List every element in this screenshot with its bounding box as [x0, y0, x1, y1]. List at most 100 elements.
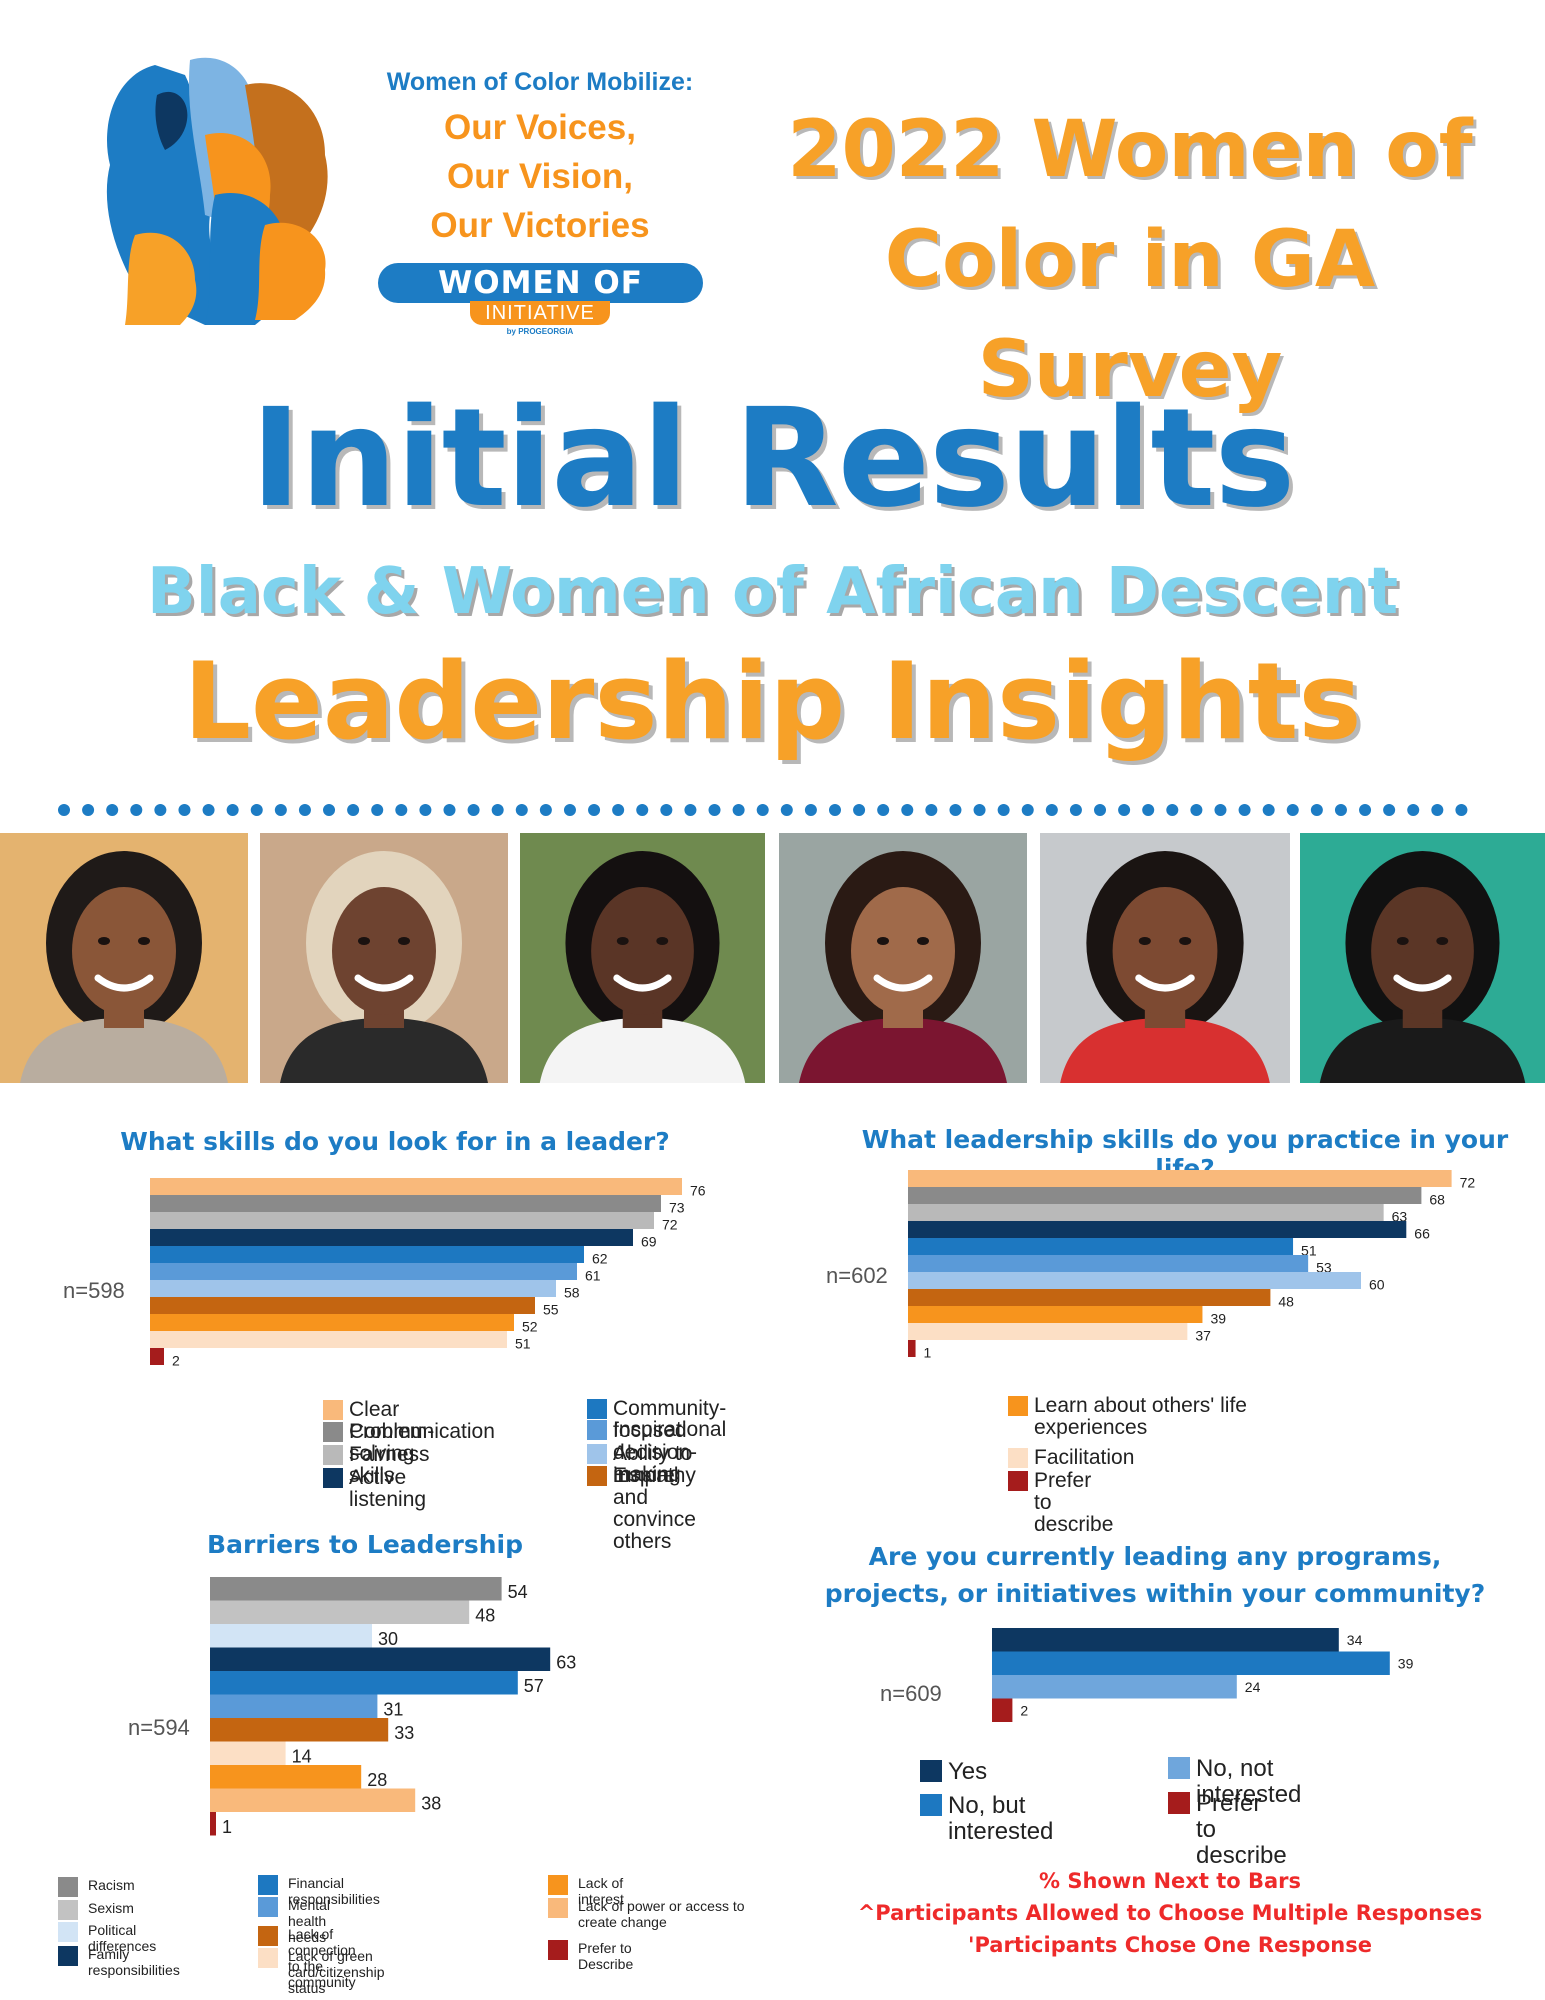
skills-legend-label: Fairness: [349, 1443, 430, 1466]
skills-legend-label: Ability to inspire and convince others: [613, 1442, 696, 1553]
chart2-value-label-10: 37: [1195, 1328, 1211, 1344]
skills-legend-swatch: [587, 1399, 607, 1419]
chart3-value-label-7: 33: [394, 1723, 414, 1743]
chart1-value-label-2: 73: [669, 1200, 685, 1216]
chart1-value-label-5: 62: [592, 1251, 608, 1267]
skills-legend-swatch: [587, 1420, 607, 1440]
dotted-divider: [58, 804, 1468, 816]
chart2-bar-8: [908, 1289, 1271, 1306]
chart2-bar-2: [908, 1187, 1422, 1204]
chart3-bar-8: [210, 1741, 286, 1765]
barriers-legend-item-10: Lack of power or access to create change: [548, 1898, 748, 1930]
tagline-line1: Women of Color Mobilize:: [386, 68, 694, 96]
skills-legend-label: Active listening: [349, 1466, 427, 1511]
chart3-value-label-5: 57: [524, 1676, 544, 1696]
barriers-legend-label: Lack of green card/citizenship status: [288, 1948, 385, 1996]
barriers-legend-swatch: [58, 1922, 78, 1942]
skills-legend-label: Prefer to describe: [1034, 1469, 1114, 1536]
skills-legend-item-5: Community-focused decision-making: [587, 1398, 726, 1486]
leading-legend-item-2: No, but interested: [920, 1793, 1053, 1845]
chart2-value-label-3: 63: [1392, 1209, 1408, 1225]
leading-legend-label: Yes: [948, 1758, 988, 1785]
chart1-n-label: n=598: [63, 1278, 125, 1303]
chart3-value-label-3: 30: [378, 1629, 398, 1649]
chart2-bar-1: [908, 1170, 1452, 1187]
leading-legend-label: No, but interested: [948, 1792, 1054, 1845]
skills-legend-label: Clear Communication: [349, 1398, 495, 1443]
chart2-value-label-2: 68: [1429, 1192, 1445, 1208]
barriers-legend-item-9: Lack of interest: [548, 1875, 624, 1907]
leading-legend-swatch: [920, 1794, 942, 1816]
chart3-bar-3: [210, 1624, 372, 1648]
chart2-value-label-7: 60: [1369, 1277, 1385, 1293]
chart3-barriers: 54 48 30 63 57 31 33 14 28 38 1: [210, 1577, 576, 1837]
barriers-legend-swatch: [258, 1897, 278, 1917]
skills-legend-item-8: Empathy: [587, 1465, 696, 1487]
chart1-value-label-11: 2: [172, 1353, 180, 1369]
portrait-photo-3: [520, 833, 765, 1083]
leading-legend-label: No, not interested: [1196, 1755, 1302, 1808]
portrait-photo-4: [779, 833, 1027, 1083]
skills-legend-swatch: [323, 1400, 343, 1420]
footnote-line1: % Shown Next to Bars: [1038, 1869, 1302, 1893]
main-title: Initial Results: [250, 380, 1296, 538]
chart2-value-label-4: 66: [1414, 1226, 1430, 1242]
chart1-bar-10: [150, 1331, 507, 1348]
chart1-bar-7: [150, 1280, 556, 1297]
skills-legend-swatch: [323, 1468, 343, 1488]
leading-legend-label: Prefer to describe: [1196, 1790, 1287, 1869]
leading-legend-item-3: No, not interested: [1168, 1756, 1301, 1808]
chart1-bar-8: [150, 1297, 535, 1314]
barriers-legend-label: Family responsibilities: [88, 1946, 180, 1978]
chart2-bar-9: [908, 1306, 1203, 1323]
portrait-photo-5: [1040, 833, 1290, 1083]
chart3-title: Barriers to Leadership: [207, 1530, 523, 1559]
chart2-value-label-11: 1: [924, 1345, 932, 1361]
chart4-bar-4: [992, 1698, 1013, 1722]
chart1-value-label-8: 55: [543, 1302, 559, 1318]
chart3-value-label-2: 48: [475, 1606, 495, 1626]
chart4-value-label-3: 24: [1245, 1679, 1261, 1695]
chart1-value-label-7: 58: [564, 1285, 580, 1301]
barriers-legend-item-7: Lack of connection to the community: [258, 1926, 356, 1990]
woc-byline: by PROGEORGIA: [506, 327, 574, 336]
chart4-bar-2: [992, 1651, 1390, 1675]
chart1-bar-6: [150, 1263, 577, 1280]
portrait-photo-2: [260, 833, 508, 1083]
barriers-legend-label: Racism: [88, 1877, 135, 1893]
barriers-legend-swatch: [258, 1875, 278, 1895]
chart1-value-label-3: 72: [662, 1217, 678, 1233]
barriers-legend-swatch: [548, 1898, 568, 1918]
chart3-bar-6: [210, 1694, 378, 1718]
chart2-bar-10: [908, 1323, 1188, 1340]
barriers-legend-item-5: Financial responsibilities: [258, 1875, 380, 1907]
chart1-bar-5: [150, 1246, 584, 1263]
skills-legend-label: Inspirational: [613, 1418, 727, 1441]
chart1-value-label-4: 69: [641, 1234, 657, 1250]
chart3-bar-2: [210, 1600, 470, 1624]
barriers-legend-label: Sexism: [88, 1900, 134, 1916]
skills-legend-item-3: Fairness: [323, 1444, 430, 1466]
chart2-value-label-9: 39: [1210, 1311, 1226, 1327]
chart3-bar-4: [210, 1647, 551, 1671]
skills-legend-item-4: Active listening: [323, 1467, 426, 1511]
barriers-legend-label: Political differences: [88, 1922, 157, 1954]
chart4-bar-1: [992, 1628, 1339, 1652]
portrait-photo-1: [0, 833, 248, 1083]
chart2-bar-6: [908, 1255, 1309, 1272]
chart4-n-label: n=609: [880, 1681, 942, 1706]
chart1-bar-4: [150, 1229, 633, 1246]
chart3-bar-9: [210, 1765, 362, 1789]
barriers-legend-label: Prefer to Describe: [578, 1940, 634, 1972]
chart3-bar-1: [210, 1577, 502, 1601]
barriers-legend-label: Lack of interest: [578, 1875, 624, 1907]
barriers-legend-swatch: [258, 1926, 278, 1946]
skills-legend-swatch: [323, 1445, 343, 1465]
chart2-value-label-1: 72: [1460, 1175, 1476, 1191]
women-silhouettes-logo: [106, 57, 328, 325]
chart1-value-label-1: 76: [690, 1183, 706, 1199]
skills-legend-item-11: Prefer to describe: [1008, 1470, 1113, 1536]
survey-title: 2022 Women of Color in GA Survey: [740, 95, 1520, 425]
